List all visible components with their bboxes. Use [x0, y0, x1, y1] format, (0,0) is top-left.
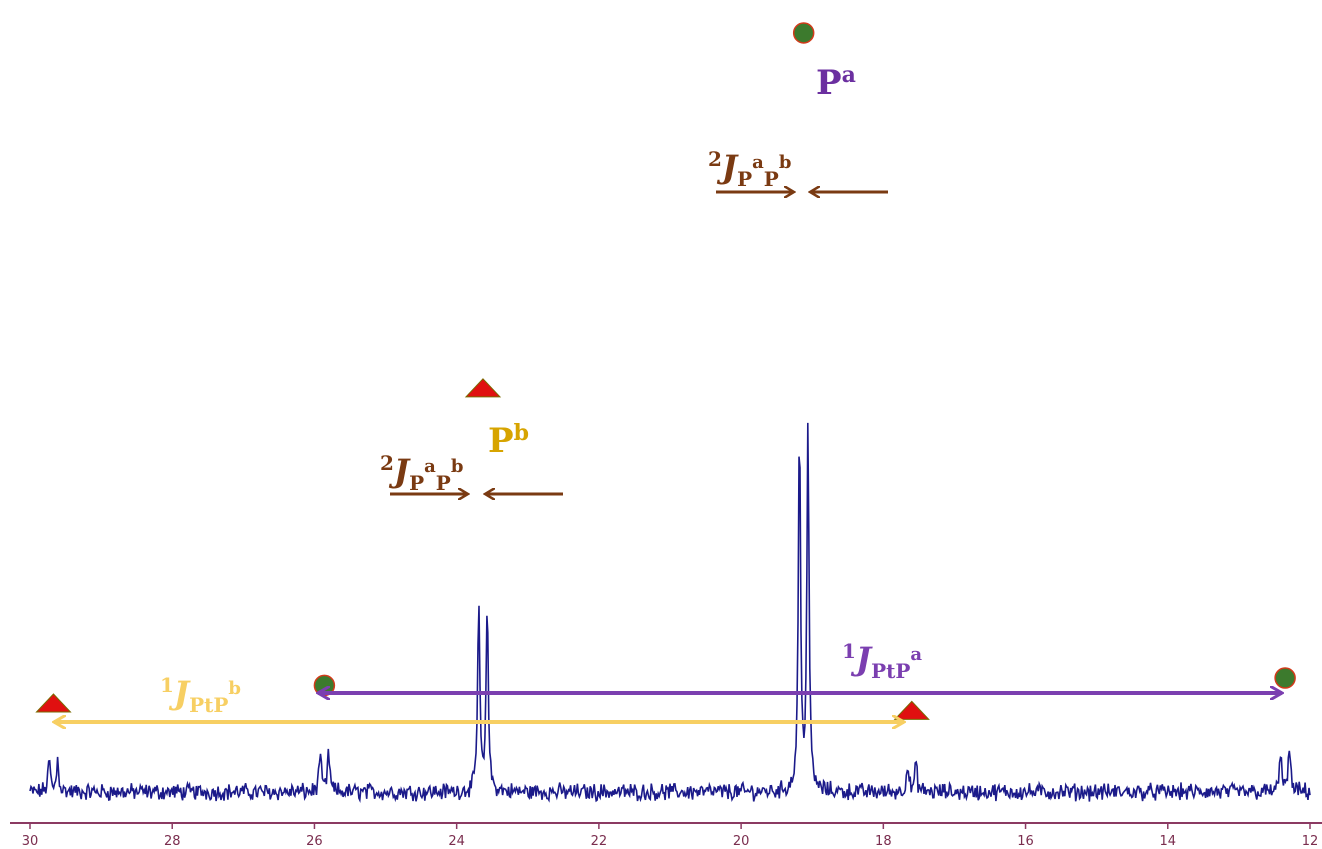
j-ptpa-sup: a — [910, 644, 922, 665]
triangle-marker — [893, 700, 930, 720]
j-ptpb-label: 1JPtPb — [160, 673, 241, 717]
x-tick-label: 16 — [1017, 834, 1034, 849]
j-ptpa-label: 1JPtPa — [842, 639, 922, 683]
j-pp-pa-sub2: P — [764, 167, 779, 191]
j-pp-pa-j: J — [716, 148, 739, 186]
x-tick-label: 26 — [306, 834, 323, 849]
pa-label-sup: a — [842, 62, 856, 88]
x-tick-label: 28 — [164, 834, 181, 849]
x-tick-label: 24 — [448, 834, 465, 849]
j-ptpa-sub: PtP — [871, 659, 910, 683]
j-pp-pa-sup1: a — [752, 152, 764, 173]
x-tick-label: 20 — [733, 834, 750, 849]
j-pp-pb-prefix: 2 — [380, 451, 394, 475]
j-pp-pa-sub1: P — [737, 167, 752, 191]
pa-label: Pa — [816, 62, 856, 103]
j-pp-label-pb: 2JPaPb — [380, 451, 463, 495]
j-pp-pb-sub2: P — [436, 471, 451, 495]
j-pp-pa-sup2: b — [779, 152, 792, 173]
j-ptpb-prefix: 1 — [160, 673, 174, 697]
pb-label-base: P — [488, 421, 514, 461]
x-tick-label: 18 — [875, 834, 892, 849]
j-pp-pb-sub1: P — [409, 471, 424, 495]
x-axis-ticks: 30 28 26 24 22 20 18 16 14 12 — [22, 823, 1319, 849]
x-tick-label: 30 — [22, 834, 39, 849]
j-ptpa-j: J — [850, 640, 873, 678]
triangle-marker — [35, 693, 72, 713]
x-tick-label: 12 — [1302, 834, 1319, 849]
j-pp-pb-j: J — [388, 452, 411, 490]
spectrum-trace — [29, 422, 1311, 803]
circle-marker — [1274, 667, 1296, 689]
x-tick-label: 22 — [591, 834, 608, 849]
x-tick-label: 14 — [1160, 834, 1177, 849]
j-ptpb-sup: b — [228, 678, 241, 699]
pa-label-base: P — [816, 63, 842, 103]
j-ptpa-prefix: 1 — [842, 639, 856, 663]
j-pp-label-pa: 2JPaPb — [708, 147, 791, 191]
circle-marker — [792, 22, 815, 44]
j-pp-pb-sup2: b — [451, 456, 464, 477]
pb-label: Pb — [488, 420, 529, 461]
j-pp-pb-sup1: a — [424, 456, 436, 477]
peak-markers — [35, 22, 1296, 720]
j-ptpb-sub: PtP — [189, 693, 228, 717]
pb-label-sup: b — [514, 420, 529, 446]
j-ptpb-j: J — [168, 674, 191, 712]
triangle-marker — [464, 378, 502, 398]
j-pp-pa-prefix: 2 — [708, 147, 722, 171]
